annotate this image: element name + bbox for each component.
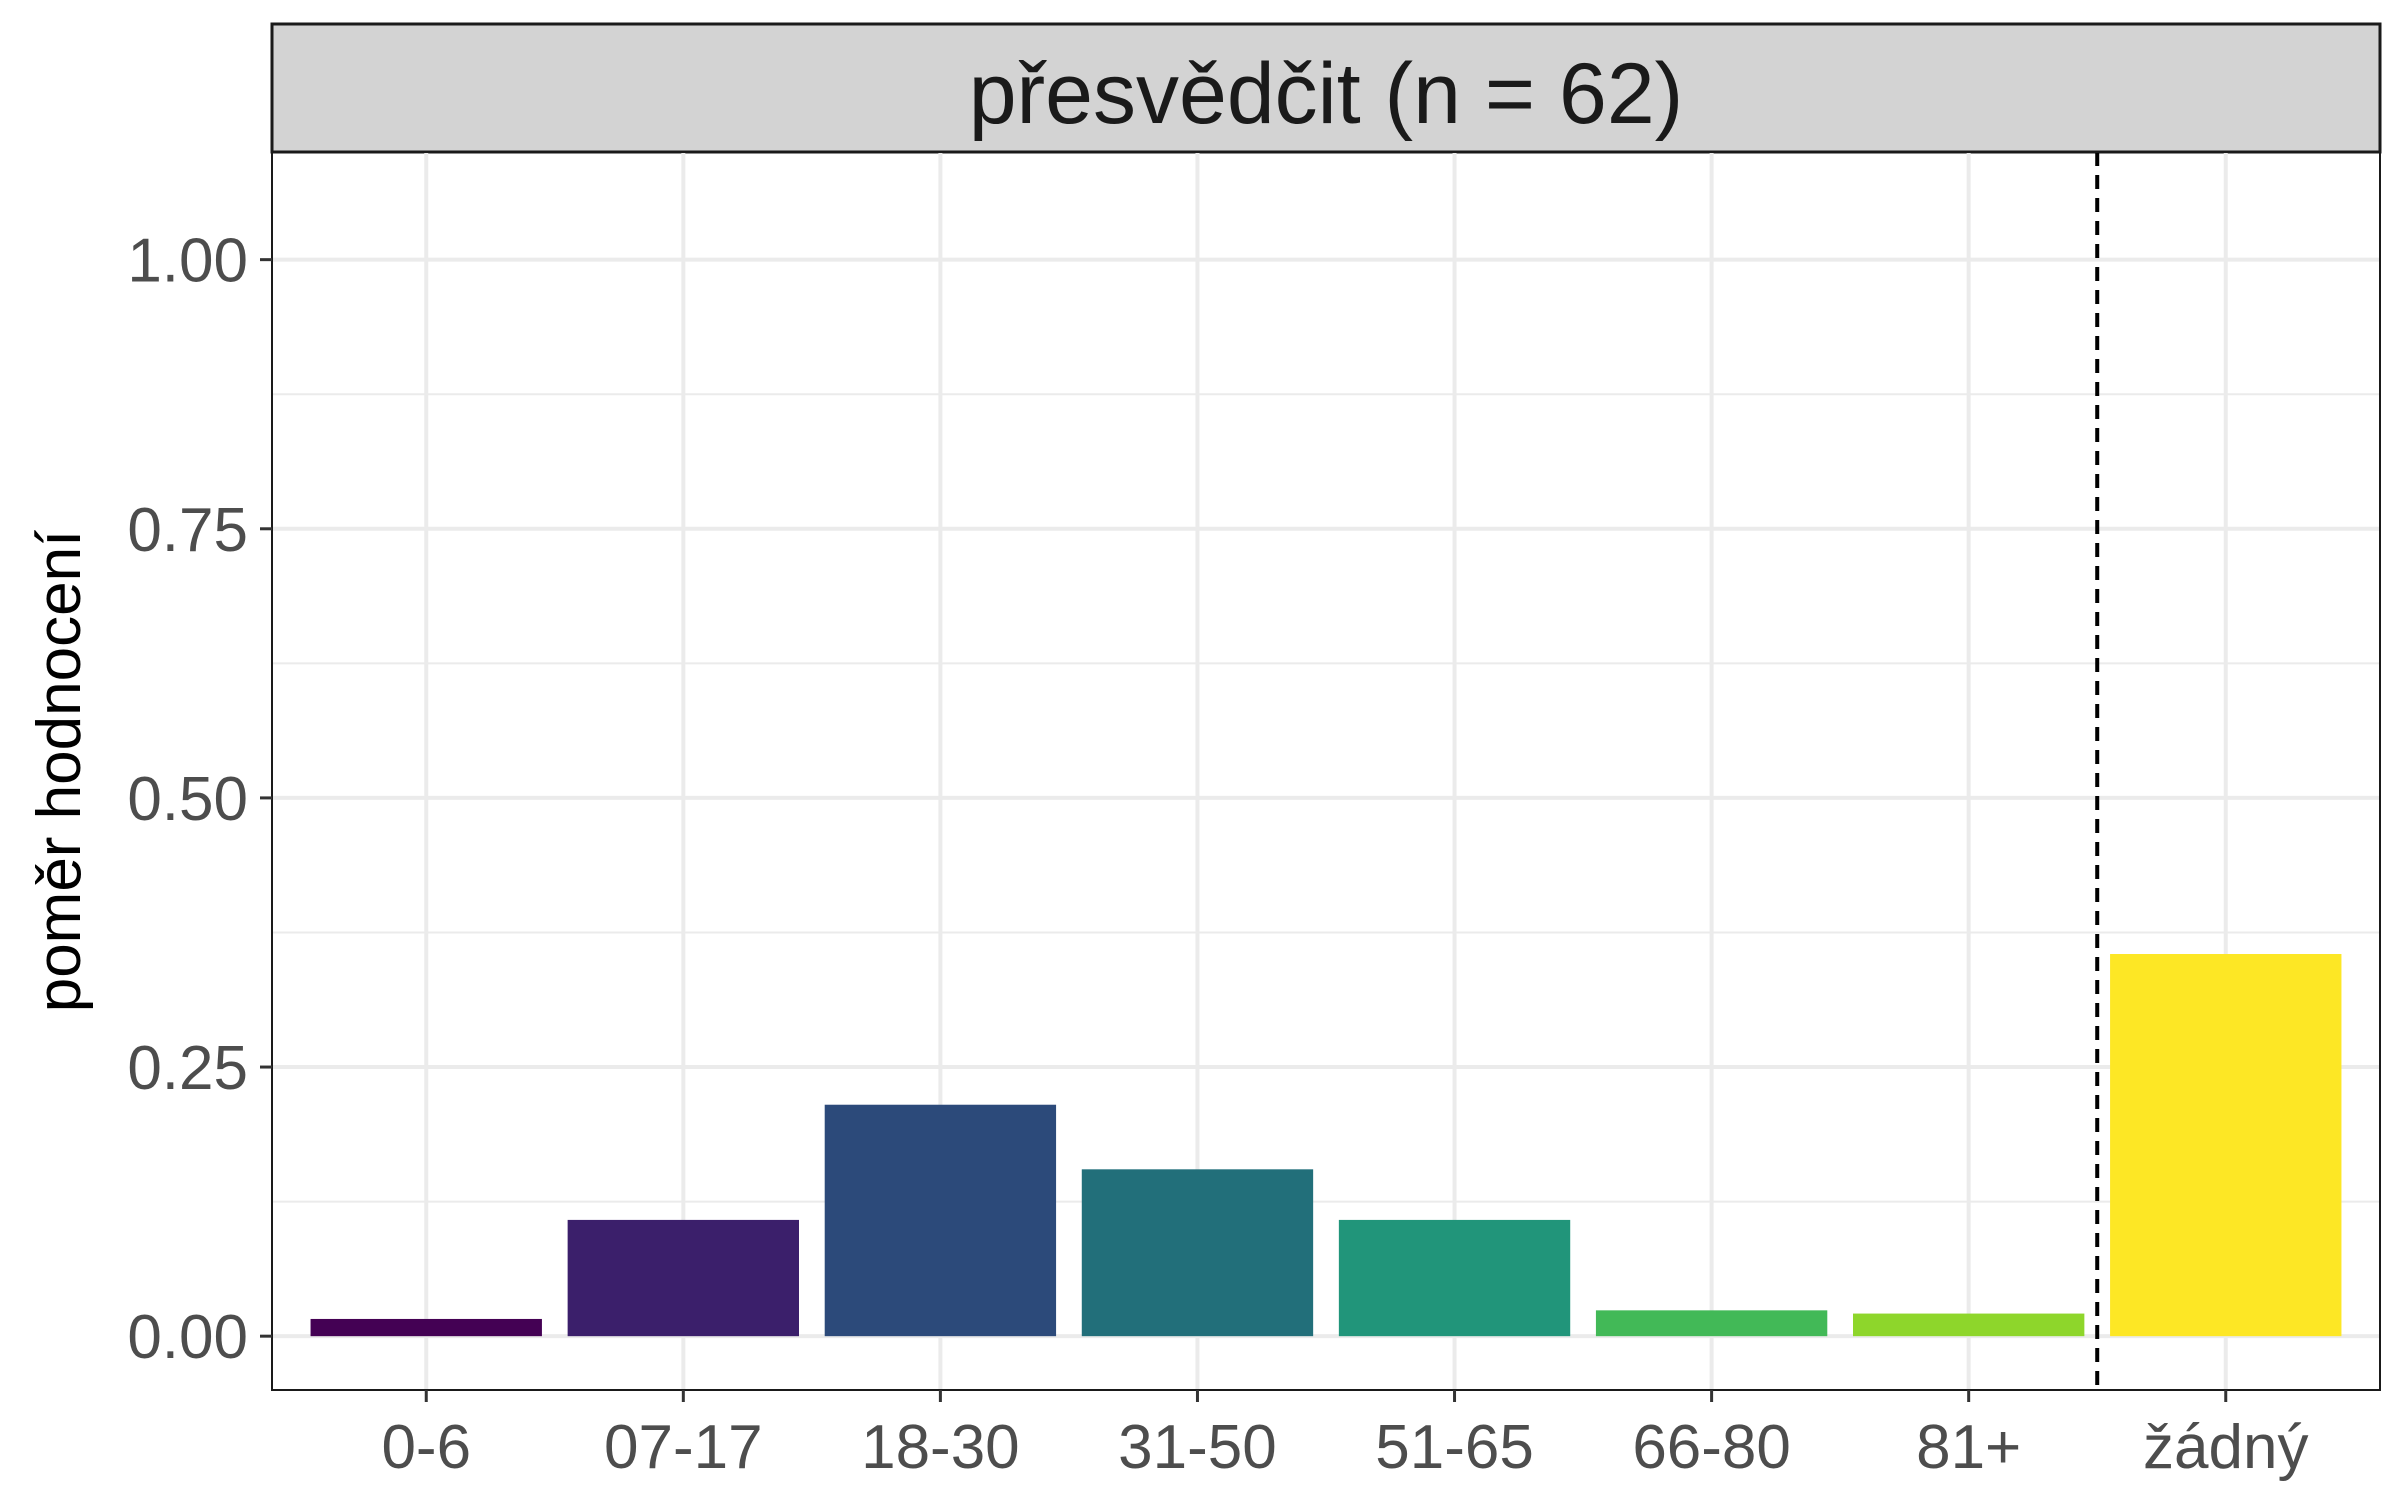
gridlines (272, 152, 2380, 1390)
y-axis: 0.00 0.25 0.50 0.75 1.00 (127, 227, 272, 1372)
x-tick-label: 81+ (1916, 1413, 2021, 1482)
facet-strip (270, 22, 2382, 154)
x-tick-label: 07-17 (604, 1413, 763, 1482)
bar-0-6 (310, 1318, 542, 1337)
bar-81+ (1853, 1313, 2085, 1337)
x-tick-label: 31-50 (1118, 1413, 1277, 1482)
bar-31-50 (1081, 1169, 1314, 1337)
bar-žádný (2110, 954, 2342, 1337)
y-axis-title: poměr hodnocení (25, 530, 94, 1013)
y-tick-label: 0.50 (127, 765, 248, 834)
bars (310, 954, 2342, 1337)
x-axis: 0-6 07-17 18-30 31-50 51-65 66-80 81+ žádný (381, 1390, 2308, 1482)
x-tick-label: 66-80 (1632, 1413, 1791, 1482)
facet-title: přesvědčit (n = 62) (969, 46, 1684, 142)
panel-border (271, 151, 2381, 1391)
plot-panel (271, 151, 2381, 1391)
bar-18-30 (824, 1104, 1057, 1337)
x-tick-label: 18-30 (861, 1413, 1020, 1482)
y-tick-label: 1.00 (127, 227, 248, 296)
bar-66-80 (1595, 1310, 1828, 1337)
y-tick-label: 0.25 (127, 1034, 248, 1103)
x-tick-label: 51-65 (1375, 1413, 1534, 1482)
x-tick-label: 0-6 (381, 1413, 471, 1482)
bar-07-17 (567, 1219, 799, 1337)
y-tick-label: 0.75 (127, 496, 248, 565)
bar-51-65 (1338, 1219, 1571, 1337)
y-tick-label: 0.00 (127, 1303, 248, 1372)
x-tick-label: žádný (2143, 1413, 2308, 1482)
